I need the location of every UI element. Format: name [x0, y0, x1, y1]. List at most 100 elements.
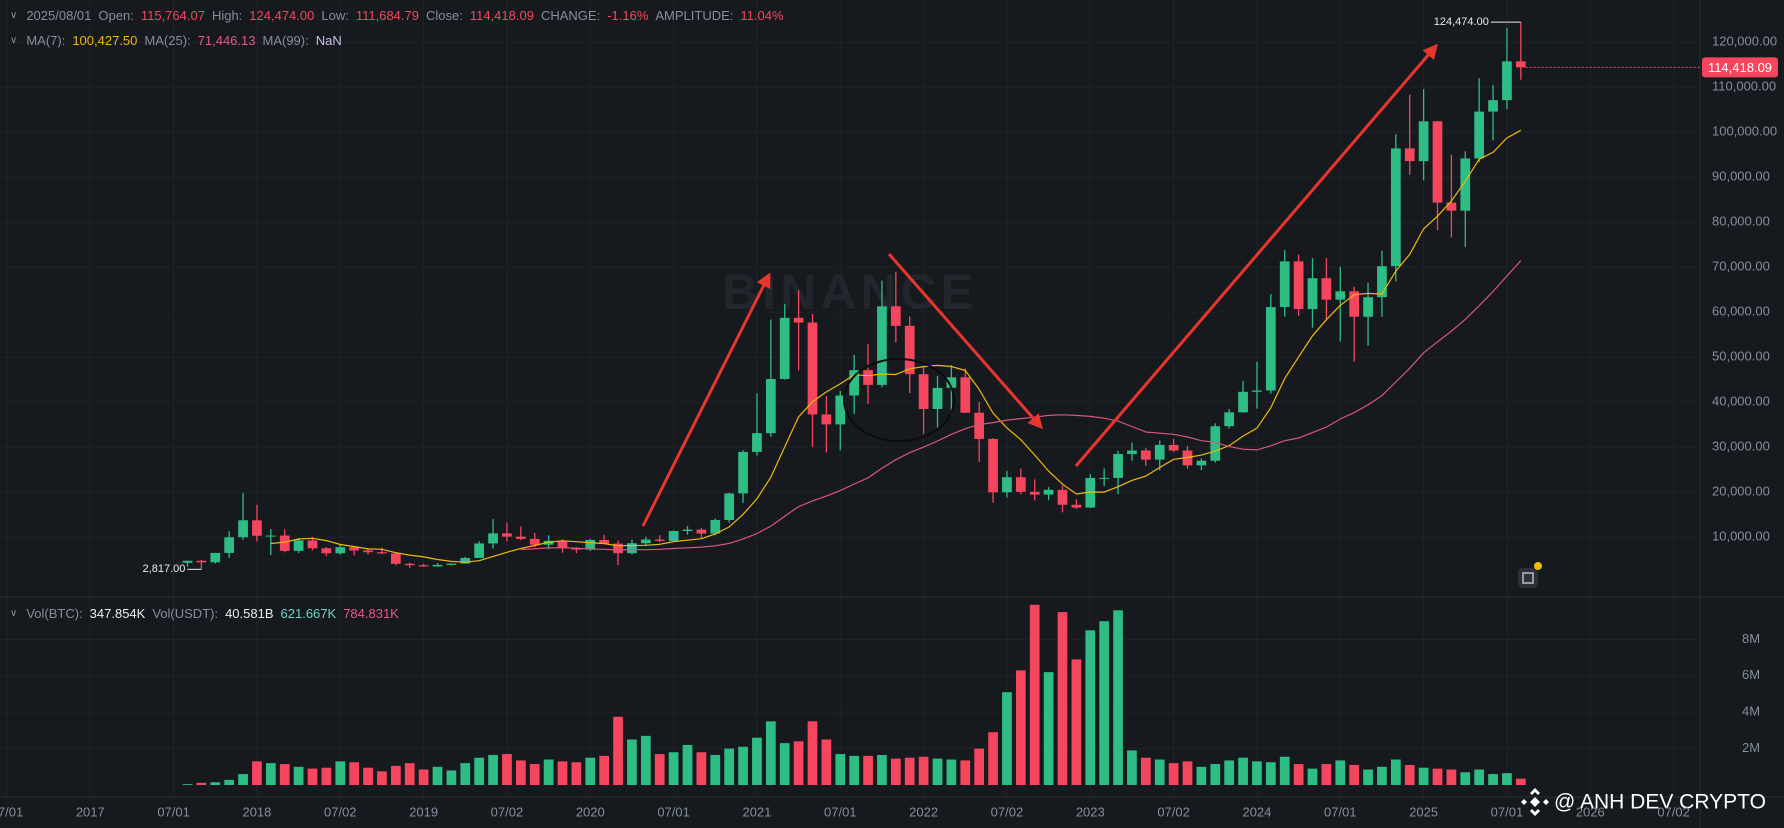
x-tick-label: 2022	[909, 804, 938, 819]
volume-bar	[1265, 762, 1276, 785]
candle-body	[557, 540, 568, 549]
x-tick-label: 2017	[76, 804, 105, 819]
candle-body	[807, 322, 818, 415]
volume-bar	[238, 774, 248, 785]
candle-body	[446, 563, 457, 565]
volume-bar	[1279, 756, 1290, 785]
volume-bar	[640, 735, 651, 785]
legend-row: ∨ Vol(BTC): 347.854K Vol(USDT): 40.581B 621.6…	[10, 606, 399, 621]
volume-bar	[224, 779, 235, 785]
candle-body	[1265, 307, 1276, 391]
candle-body	[779, 317, 790, 379]
candle-body	[1224, 412, 1235, 427]
volume-bar	[432, 766, 443, 785]
legend-row: ∨ MA(7): 100,427.50 MA(25): 71,446.13 MA(99):…	[10, 33, 342, 48]
candle-body	[1140, 450, 1151, 460]
volume-bar	[182, 784, 193, 785]
credit-text: @ ANH DEV CRYPTO	[1554, 791, 1766, 814]
legend-text: 115,764.07	[140, 8, 205, 23]
volume-bar	[1502, 773, 1512, 785]
volume-bar	[1057, 612, 1068, 785]
logo	[1521, 788, 1549, 816]
collapse-toggle[interactable]: ∨	[10, 35, 18, 46]
legend-text: 2025/08/01	[26, 8, 92, 23]
volume-bar	[293, 766, 304, 785]
volume-bar	[418, 769, 429, 785]
collapse-toggle[interactable]: ∨	[10, 608, 18, 619]
volume-tick-label: 8M	[1742, 631, 1760, 646]
x-tick-label: 07/01	[157, 804, 190, 819]
volume-bar	[1515, 778, 1526, 785]
volume-bar	[529, 764, 540, 785]
volume-bar	[932, 758, 943, 785]
volume-bar	[571, 762, 582, 785]
candle-body	[1502, 61, 1512, 101]
candle-body	[640, 539, 651, 544]
volume-bar	[557, 761, 568, 785]
volume-bar	[1043, 672, 1054, 785]
legend-text: MA(25):	[144, 33, 191, 48]
volume-bar	[613, 716, 623, 785]
volume-bar	[668, 752, 679, 785]
volume-bar	[335, 761, 346, 785]
volume-bar	[793, 741, 804, 785]
volume-bar	[1446, 769, 1457, 785]
y-tick-label: 40,000.00	[1712, 394, 1770, 409]
collapse-toggle[interactable]: ∨	[10, 10, 18, 21]
candle-body	[529, 538, 540, 545]
volume-bar	[196, 782, 207, 785]
candle-body	[890, 306, 901, 326]
volume-bar	[821, 739, 832, 785]
volume-tick-label: 4M	[1742, 704, 1760, 719]
volume-bar	[1432, 768, 1443, 785]
x-tick-label: 07/01	[1324, 804, 1357, 819]
legend-text: Close:	[425, 8, 463, 23]
volume-bar	[363, 767, 373, 785]
candle-body	[627, 543, 637, 554]
candle-body	[1043, 489, 1054, 495]
legend-text: Low:	[321, 8, 349, 23]
candle-body	[765, 378, 776, 434]
candle-body	[474, 543, 485, 558]
candle-body	[1515, 61, 1526, 68]
legend-text: Vol(USDT):	[152, 606, 219, 621]
candle-body	[752, 433, 762, 452]
volume-bar	[210, 782, 221, 785]
volume-bar	[974, 748, 985, 785]
grid	[0, 0, 1700, 797]
candle-body	[585, 539, 596, 550]
candle-body	[821, 414, 832, 425]
volume-bar	[502, 754, 512, 785]
volume-bar	[1293, 764, 1304, 785]
volume-bar	[807, 721, 818, 785]
volume-bar	[779, 743, 790, 785]
candle-body	[1488, 100, 1498, 112]
candle-body	[432, 564, 443, 567]
marks	[182, 21, 1700, 785]
last-price-label: 114,418.09	[1708, 60, 1772, 75]
volume-bar	[1390, 759, 1401, 785]
x-tick-label: 07/01	[657, 804, 690, 819]
volume-bar	[1349, 764, 1360, 785]
circle-annotation	[843, 358, 955, 442]
volume-bar	[1196, 766, 1207, 785]
volume-bar	[654, 754, 665, 785]
candle-body	[1321, 278, 1332, 300]
candle-body	[1279, 261, 1290, 308]
candle-body	[502, 533, 512, 537]
legend-text: 124,474.00	[249, 8, 315, 23]
legend-text: MA(7):	[26, 33, 66, 48]
volume-bar	[724, 748, 735, 785]
legend-text: Open:	[98, 8, 134, 23]
candle-body	[515, 536, 526, 539]
legend-text: 100,427.50	[72, 33, 138, 48]
x-tick-label: 07/02	[1157, 804, 1190, 819]
legend-text: MA(99):	[262, 33, 309, 48]
candle-body	[279, 535, 290, 551]
candle-body	[1015, 477, 1026, 492]
legend-text: Vol(BTC):	[26, 606, 83, 621]
candle-body	[724, 493, 735, 520]
volume-bar	[682, 744, 693, 785]
volume-bar	[696, 752, 707, 785]
